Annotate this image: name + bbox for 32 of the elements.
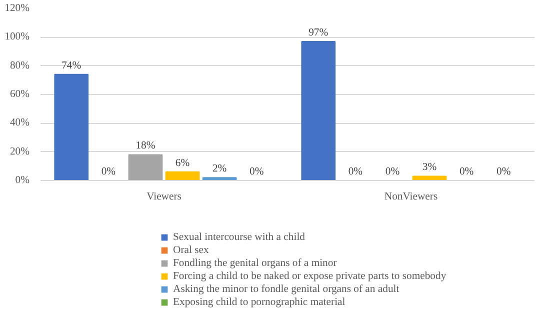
- y-tick-label: 0%: [15, 175, 30, 186]
- bar: [412, 176, 447, 180]
- y-tick-label: 80%: [10, 60, 30, 72]
- bar: [54, 74, 89, 180]
- y-tick-label: 100%: [4, 32, 30, 43]
- data-label: 0%: [101, 166, 116, 178]
- legend-label: Exposing child to pornographic material: [173, 296, 346, 308]
- legend-label: Fondling the genital organs of a minor: [173, 257, 337, 269]
- bar: [128, 154, 163, 180]
- data-label: 0%: [348, 166, 363, 178]
- data-label: 0%: [496, 166, 511, 178]
- legend-label: Asking the minor to fondle genital organs of an adult: [173, 283, 400, 295]
- legend-label: Oral sex: [173, 244, 209, 256]
- data-label: 3%: [422, 162, 437, 174]
- bar: [301, 40, 336, 180]
- data-label: 0%: [250, 166, 264, 178]
- data-label: 0%: [459, 166, 474, 178]
- data-label: 0%: [385, 166, 400, 178]
- y-tick-label: 120%: [4, 3, 30, 14]
- y-tick-label: 60%: [10, 89, 30, 100]
- x-tick-label: Viewers: [146, 192, 182, 202]
- bar: [165, 171, 200, 180]
- data-label: 97%: [308, 27, 328, 38]
- data-label: 2%: [212, 164, 227, 175]
- legend-label: Sexual intercourse with a child: [173, 231, 305, 243]
- x-tick-label: NonViewers: [384, 192, 438, 202]
- data-label: 18%: [136, 140, 156, 152]
- legend-label: Forcing a child to be naked or expose private parts to somebody: [173, 270, 446, 282]
- y-tick-label: 40%: [10, 118, 30, 129]
- data-label: 74%: [62, 60, 82, 72]
- y-tick-label: 20%: [10, 146, 30, 158]
- data-label: 6%: [175, 158, 190, 169]
